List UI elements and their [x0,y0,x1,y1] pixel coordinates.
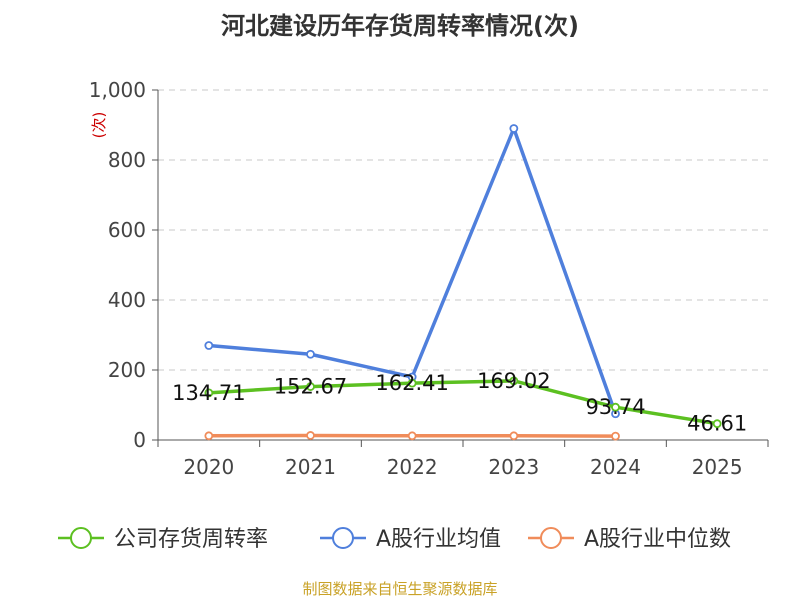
data-point [306,349,315,359]
data-point [509,431,519,441]
data-point [306,431,315,440]
data-labels: 134.71 152.67 162.41 169.02 93.74 46.61 [172,369,747,436]
data-label: 46.61 [687,412,747,436]
data-point [611,402,620,412]
data-point [509,124,519,133]
legend-marker [540,527,562,549]
axes: 0 200 400 600 800 1,000 2020 2021 2022 2023 2024 20… [89,78,769,479]
y-tick-label: 400 [108,288,146,312]
data-point [509,376,519,386]
legend[interactable]: 公司存货周转率 A股行业均值 A股行业中位数 [58,527,731,552]
data-label: 134.71 [172,381,245,405]
x-tick-label: 2021 [285,455,336,479]
y-tick-label: 200 [108,358,146,382]
x-tick-label: 2022 [387,455,438,479]
series-line [208,379,718,426]
legend-item[interactable]: 公司存货周转率 [58,527,268,552]
data-point [204,341,214,350]
data-label: 152.67 [274,375,347,399]
x-tick-label: 2020 [183,455,234,479]
data-point [407,431,417,441]
data-label: 169.02 [477,369,550,393]
legend-label: 公司存货周转率 [114,527,268,552]
chart-title: 河北建设历年存货周转率情况(次) [221,12,579,40]
y-tick-label: 0 [133,428,146,452]
data-point [204,431,214,441]
legend-item[interactable]: A股行业中位数 [528,527,731,552]
data-point [611,431,620,441]
y-tick-label: 1,000 [89,78,146,102]
data-label: 162.41 [375,371,448,395]
grid-lines [158,89,768,371]
data-point [712,419,722,429]
y-axis-title: (次) [90,112,108,139]
data-point [204,388,214,398]
source-note: 制图数据来自恒生聚源数据库 [302,580,498,598]
legend-marker [332,527,354,549]
y-tick-label: 800 [108,148,146,172]
legend-label: A股行业中位数 [584,527,731,552]
x-tick-label: 2024 [590,455,641,479]
y-tick-label: 600 [108,218,146,242]
data-label: 93.74 [585,395,645,419]
data-point [407,378,417,388]
legend-label: A股行业均值 [376,527,501,552]
data-point [306,382,315,391]
x-tick-label: 2025 [692,455,743,479]
x-tick-label: 2023 [488,455,539,479]
legend-marker [70,527,92,549]
series [204,124,722,441]
legend-item[interactable]: A股行业均值 [320,527,501,552]
